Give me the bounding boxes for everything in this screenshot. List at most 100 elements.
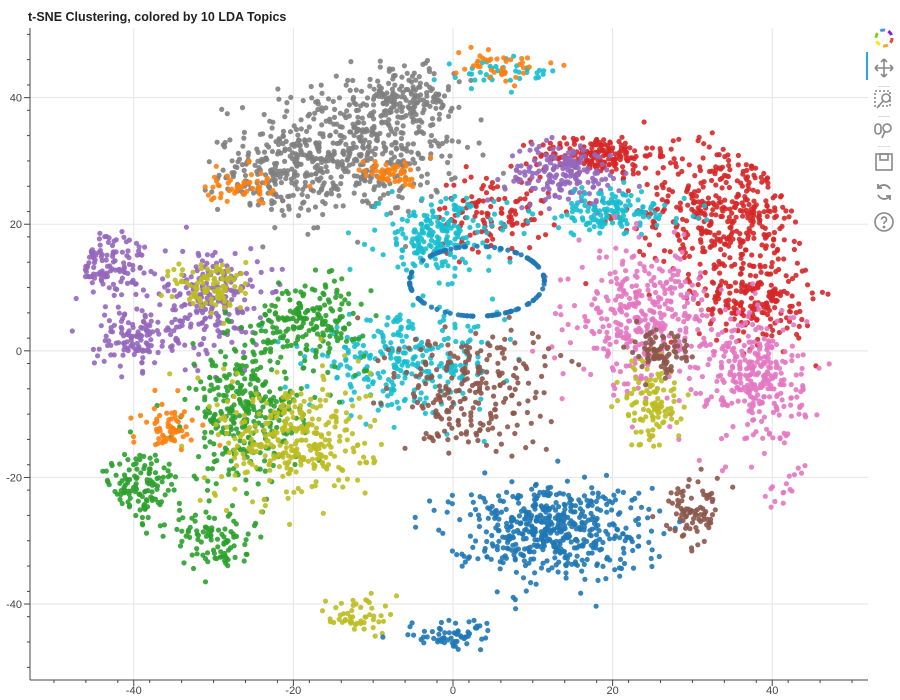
scatter-point bbox=[621, 179, 627, 185]
scatter-point bbox=[292, 182, 298, 188]
scatter-point bbox=[149, 489, 155, 495]
scatter-point bbox=[733, 288, 739, 294]
scatter-point bbox=[439, 153, 445, 159]
scatter-point bbox=[644, 366, 650, 372]
scatter-point bbox=[660, 165, 666, 171]
scatter-point bbox=[368, 288, 374, 294]
scatter-point bbox=[418, 245, 424, 251]
scatter-point bbox=[312, 204, 319, 210]
scatter-point bbox=[226, 318, 232, 324]
scatter-point bbox=[753, 327, 759, 333]
scatter-point bbox=[267, 415, 273, 421]
scatter-point bbox=[265, 420, 271, 426]
scatter-point bbox=[597, 328, 603, 335]
scatter-point bbox=[483, 190, 490, 196]
scatter-point bbox=[649, 145, 656, 151]
scatter-point bbox=[276, 316, 282, 322]
scatter-point bbox=[651, 201, 657, 207]
scatter-point bbox=[570, 148, 576, 154]
scatter-point bbox=[768, 282, 774, 288]
scatter-point bbox=[336, 477, 342, 483]
scatter-point bbox=[258, 534, 264, 540]
scatter-point bbox=[585, 165, 591, 171]
scatter-point bbox=[377, 374, 383, 380]
scatter-point bbox=[219, 554, 225, 560]
scatter-point bbox=[748, 303, 754, 309]
scatter-point bbox=[752, 395, 758, 401]
scatter-point bbox=[439, 228, 445, 234]
scatter-point bbox=[787, 486, 793, 493]
scatter-point bbox=[669, 189, 676, 195]
scatter-point bbox=[588, 159, 595, 165]
scatter-point bbox=[297, 350, 303, 356]
scatter-point bbox=[462, 178, 468, 184]
scatter-point bbox=[772, 208, 778, 214]
scatter-point bbox=[707, 341, 714, 348]
scatter-point bbox=[119, 249, 125, 255]
scatter-point bbox=[324, 466, 330, 472]
scatter-point bbox=[476, 140, 482, 146]
scatter-point bbox=[287, 422, 294, 428]
scatter-point bbox=[577, 208, 584, 214]
scatter-point bbox=[765, 180, 771, 186]
scatter-point bbox=[213, 422, 219, 428]
scatter-point bbox=[746, 201, 752, 208]
scatter-point bbox=[283, 445, 289, 451]
scatter-point bbox=[262, 394, 269, 400]
scatter-point bbox=[771, 229, 778, 236]
scatter-point bbox=[614, 361, 620, 367]
scatter-point bbox=[420, 130, 427, 136]
scatter-point bbox=[327, 333, 333, 339]
scatter-point bbox=[783, 273, 789, 279]
scatter-point bbox=[568, 168, 575, 174]
scatter-point bbox=[774, 318, 780, 324]
scatter-point bbox=[743, 188, 750, 194]
scatter-point bbox=[334, 290, 340, 296]
scatter-point bbox=[728, 283, 734, 289]
scatter-point bbox=[411, 229, 417, 235]
scatter-point bbox=[333, 203, 339, 209]
scatter-point bbox=[218, 416, 224, 422]
scatter-point bbox=[380, 91, 386, 98]
scatter-point bbox=[319, 90, 325, 96]
scatter-point bbox=[448, 225, 454, 231]
scatter-point bbox=[261, 427, 267, 433]
scatter-point bbox=[475, 222, 481, 229]
scatter-point bbox=[341, 151, 347, 157]
scatter-point bbox=[316, 416, 322, 422]
scatter-point bbox=[338, 600, 344, 606]
scatter-point bbox=[144, 332, 150, 338]
scatter-point bbox=[292, 404, 298, 410]
scatter-point bbox=[165, 487, 171, 493]
scatter-point bbox=[319, 321, 325, 327]
scatter-point bbox=[287, 521, 293, 528]
scatter-point bbox=[771, 288, 778, 294]
scatter-point bbox=[246, 407, 252, 413]
scatter-point bbox=[394, 108, 400, 114]
scatter-point bbox=[726, 358, 732, 364]
scatter-point bbox=[204, 525, 211, 532]
scatter-point bbox=[280, 198, 286, 204]
scatter-point bbox=[719, 346, 725, 352]
scatter-point bbox=[214, 375, 220, 381]
scatter-point bbox=[455, 224, 461, 230]
scatter-point bbox=[676, 237, 683, 243]
scatter-point bbox=[716, 195, 722, 201]
scatter-point bbox=[418, 155, 424, 161]
scatter-point bbox=[696, 188, 702, 194]
scatter-point bbox=[405, 141, 411, 147]
scatter-point bbox=[747, 228, 753, 234]
scatter-point bbox=[267, 467, 273, 473]
scatter-point bbox=[125, 320, 131, 326]
scatter-point bbox=[336, 95, 343, 101]
scatter-point bbox=[247, 381, 253, 387]
scatter-point bbox=[232, 284, 238, 290]
scatter-point bbox=[244, 306, 250, 312]
scatter-point bbox=[298, 391, 304, 397]
scatter-point bbox=[558, 187, 565, 193]
scatter-point bbox=[741, 384, 747, 390]
scatter-point bbox=[117, 363, 123, 369]
scatter-point bbox=[239, 420, 245, 426]
scatter-point bbox=[738, 251, 744, 257]
